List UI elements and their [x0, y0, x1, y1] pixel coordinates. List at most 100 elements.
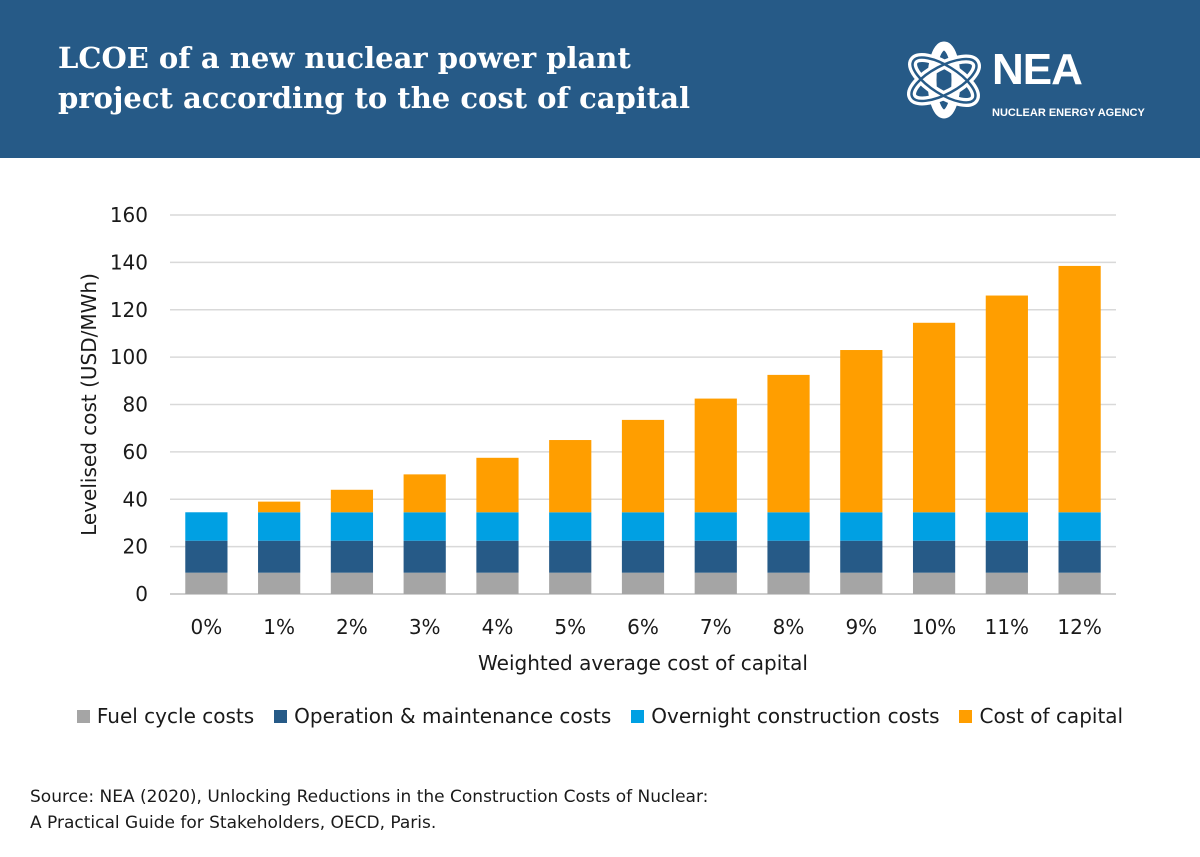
nea-atom-icon — [907, 41, 981, 119]
stacked-bar-chart: 0 20 40 60 80 100 120 140 160 0% 1% 2% 3% 4% 5% 6% 7% 8% 9… — [77, 203, 1116, 675]
logo-subtitle: NUCLEAR ENERGY AGENCY — [992, 107, 1145, 119]
x-tick-label-1: 1% — [263, 615, 295, 639]
legend-label-0: Fuel cycle costs — [96, 704, 255, 728]
bar-1%-series-1 — [258, 540, 301, 573]
bar-0%-series-2 — [185, 512, 228, 541]
bar-0%-series-0 — [185, 572, 228, 594]
bar-12%-series-2 — [1058, 512, 1101, 541]
bar-7%-series-3 — [694, 398, 737, 513]
bar-8%-series-1 — [767, 540, 810, 573]
bar-6%-series-3 — [621, 419, 665, 513]
x-tick-label-8: 8% — [773, 615, 805, 639]
bar-10%-series-3 — [912, 322, 956, 513]
y-tick-label-20: 20 — [123, 535, 148, 559]
chart-legend: Fuel cycle costs Operation & maintenance … — [0, 704, 1200, 728]
y-tick-label-80: 80 — [123, 393, 148, 417]
bar-11%-series-3 — [985, 295, 1028, 513]
bar-12%-series-3 — [1058, 265, 1101, 513]
bar-8%-series-0 — [767, 572, 810, 594]
x-tick-label-7: 7% — [700, 615, 732, 639]
bar-10%-series-0 — [912, 572, 956, 594]
bar-2%-series-2 — [330, 512, 374, 541]
bar-10%-series-1 — [912, 540, 956, 573]
x-tick-label-12: 12% — [1057, 615, 1101, 639]
y-tick-label-100: 100 — [110, 345, 148, 369]
bar-5%-series-0 — [549, 572, 592, 594]
y-tick-label-140: 140 — [110, 250, 148, 274]
bar-1%-series-3 — [258, 501, 301, 513]
legend-label-1: Operation & maintenance costs — [294, 704, 612, 728]
bar-3%-series-3 — [403, 474, 446, 513]
source-note: Source: NEA (2020), Unlocking Reductions… — [30, 784, 708, 836]
bar-9%-series-0 — [840, 572, 883, 594]
chart-title: LCOE of a new nuclear power plant projec… — [58, 38, 818, 118]
bar-5%-series-2 — [549, 512, 592, 541]
bar-4%-series-0 — [476, 572, 519, 594]
y-tick-label-160: 160 — [110, 203, 148, 227]
bar-6%-series-0 — [621, 572, 665, 594]
y-tick-label-120: 120 — [110, 298, 148, 322]
bar-0%-series-1 — [185, 540, 228, 573]
bar-6%-series-2 — [621, 512, 665, 541]
legend-label-2: Overnight construction costs — [651, 704, 940, 728]
bar-1%-series-0 — [258, 572, 301, 594]
source-line-1: Source: NEA (2020), Unlocking Reductions… — [30, 787, 709, 807]
bar-6%-series-1 — [621, 540, 665, 573]
bar-8%-series-2 — [767, 512, 810, 541]
bar-7%-series-2 — [694, 512, 737, 541]
bar-10%-series-2 — [912, 512, 956, 541]
bar-5%-series-3 — [549, 440, 592, 513]
x-tick-label-0: 0% — [191, 615, 223, 639]
header-banner: LCOE of a new nuclear power plant projec… — [0, 0, 1200, 158]
legend-item-2: Overnight construction costs — [631, 704, 939, 728]
bar-7%-series-1 — [694, 540, 737, 573]
bar-5%-series-1 — [549, 540, 592, 573]
y-tick-label-60: 60 — [123, 440, 148, 464]
bar-4%-series-1 — [476, 540, 519, 573]
bar-9%-series-2 — [840, 512, 883, 541]
x-tick-label-9: 9% — [845, 615, 877, 639]
bar-12%-series-1 — [1058, 540, 1101, 573]
legend-swatch-2 — [631, 709, 645, 723]
x-tick-label-6: 6% — [627, 615, 659, 639]
y-axis-label: Levelised cost (USD/MWh) — [77, 273, 101, 536]
logo-name: NEA — [992, 45, 1083, 94]
x-tick-label-4: 4% — [482, 615, 514, 639]
nea-logo: NEA NUCLEAR ENERGY AGENCY — [900, 34, 1170, 134]
bar-9%-series-3 — [840, 350, 883, 513]
x-tick-label-3: 3% — [409, 615, 441, 639]
chart-title-line-2: project according to the cost of capital — [58, 81, 691, 115]
x-axis-label: Weighted average cost of capital — [478, 651, 808, 675]
legend-swatch-1 — [274, 709, 288, 723]
x-tick-label-2: 2% — [336, 615, 368, 639]
bar-12%-series-0 — [1058, 572, 1101, 594]
bar-11%-series-0 — [985, 572, 1028, 594]
legend-label-3: Cost of capital — [979, 704, 1124, 728]
bar-3%-series-2 — [403, 512, 446, 541]
bar-8%-series-3 — [767, 374, 810, 513]
bar-11%-series-1 — [985, 540, 1028, 573]
y-tick-label-40: 40 — [123, 487, 148, 511]
bar-2%-series-0 — [330, 572, 374, 594]
x-tick-label-10: 10% — [912, 615, 956, 639]
bar-2%-series-1 — [330, 540, 374, 573]
legend-item-1: Operation & maintenance costs — [274, 704, 611, 728]
bar-1%-series-2 — [258, 512, 301, 541]
legend-swatch-3 — [959, 709, 973, 723]
y-tick-label-0: 0 — [135, 582, 148, 606]
x-tick-label-5: 5% — [554, 615, 586, 639]
bar-4%-series-3 — [476, 457, 519, 513]
source-line-2: A Practical Guide for Stakeholders, OECD… — [30, 813, 437, 833]
bar-2%-series-3 — [330, 489, 374, 513]
chart-title-line-1: LCOE of a new nuclear power plant — [58, 41, 631, 75]
bar-7%-series-0 — [694, 572, 737, 594]
x-tick-label-11: 11% — [985, 615, 1029, 639]
legend-item-3: Cost of capital — [959, 704, 1123, 728]
legend-swatch-0 — [76, 709, 90, 723]
bar-11%-series-2 — [985, 512, 1028, 541]
bar-3%-series-1 — [403, 540, 446, 573]
bar-3%-series-0 — [403, 572, 446, 594]
bar-9%-series-1 — [840, 540, 883, 573]
legend-item-0: Fuel cycle costs — [76, 704, 255, 728]
bar-4%-series-2 — [476, 512, 519, 541]
